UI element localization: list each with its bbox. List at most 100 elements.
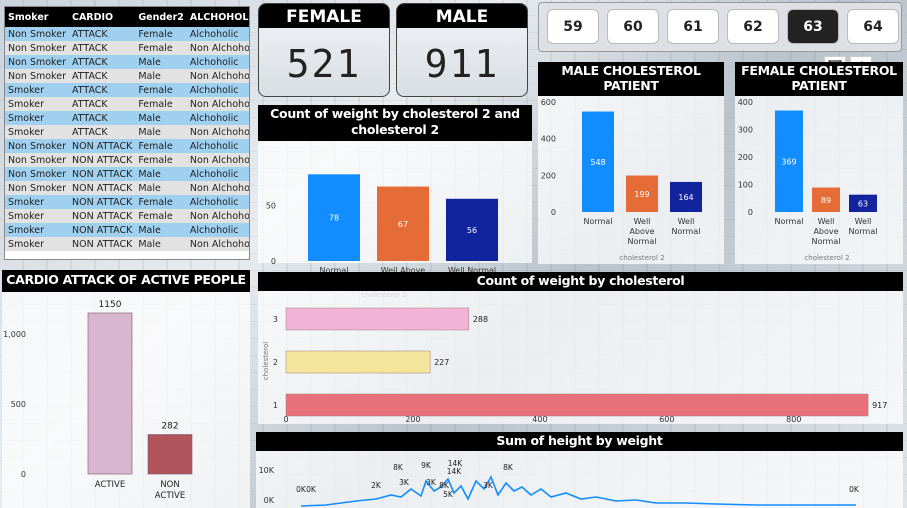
table-cell: Male bbox=[135, 167, 187, 181]
table-row[interactable]: Non Smoker ATTACK Male Non Alchoholi bbox=[5, 69, 250, 83]
chart6-svg: 0K10K0K 0K 2K8K3K9K3K 8K5K14K14K3K8K0K bbox=[256, 451, 903, 508]
category-label: Normal bbox=[775, 217, 804, 226]
table-cell: Non Alchoholi bbox=[187, 209, 250, 223]
table-cell: Alchoholic bbox=[187, 167, 250, 181]
chart4-title: CARDIO ATTACK OF ACTIVE PEOPLE bbox=[2, 270, 250, 292]
table-row[interactable]: Smoker ATTACK Female Non Alchoholi bbox=[5, 97, 250, 111]
table-row[interactable]: Smoker ATTACK Male Alchoholic bbox=[5, 111, 250, 125]
y-tick-label: 200 bbox=[738, 153, 753, 162]
table-row[interactable]: Non Smoker ATTACK Female Non Alchoholi bbox=[5, 41, 250, 55]
table-cell: ATTACK bbox=[69, 97, 135, 111]
table-row[interactable]: Non Smoker NON ATTACK Female Non Alchoholi bbox=[5, 153, 250, 167]
data-label: 548 bbox=[590, 158, 605, 167]
table-row[interactable]: Non Smoker ATTACK Female Alchoholic bbox=[5, 27, 250, 41]
table-cell: Female bbox=[135, 139, 187, 153]
column-header-gender[interactable]: Gender2 bbox=[135, 7, 187, 27]
slicer-option-61[interactable]: 61 bbox=[667, 9, 719, 44]
x-tick-label: 600 bbox=[659, 415, 674, 424]
line-data-label: 14K bbox=[447, 467, 463, 476]
category-label: 3 bbox=[273, 315, 278, 324]
table-cell: Smoker bbox=[5, 223, 69, 237]
weight-slicer[interactable]: 59 60 61 62 63 64 bbox=[538, 2, 902, 52]
y-tick-label: 600 bbox=[541, 98, 556, 107]
line-series[interactable] bbox=[301, 477, 856, 506]
category-label: Well Normal bbox=[849, 217, 878, 236]
data-label: 78 bbox=[329, 214, 339, 223]
data-label: 164 bbox=[678, 193, 693, 202]
slicer-option-62[interactable]: 62 bbox=[727, 9, 779, 44]
table-cell: NON ATTACK bbox=[69, 195, 135, 209]
table-cell: ATTACK bbox=[69, 83, 135, 97]
female-card-label: FEMALE bbox=[259, 4, 389, 28]
x-axis-title: cholesterol 2 bbox=[619, 254, 664, 262]
category-label: Normal bbox=[584, 217, 613, 226]
y-tick-label: 0K bbox=[264, 496, 275, 505]
table-cell: ATTACK bbox=[69, 111, 135, 125]
chart-male-cholesterol: MALE CHOLESTEROL PATIENT 0 200 400 600 548 No… bbox=[538, 62, 724, 264]
bar-cholesterol-3[interactable] bbox=[286, 308, 469, 330]
table-cell: Female bbox=[135, 195, 187, 209]
category-label: NON ACTIVE bbox=[155, 480, 186, 501]
y-tick-label: 300 bbox=[738, 126, 753, 135]
line-data-label: 8K bbox=[439, 481, 450, 490]
line-data-label: 0K bbox=[849, 485, 860, 494]
slicer-option-60[interactable]: 60 bbox=[607, 9, 659, 44]
data-label: 67 bbox=[398, 220, 408, 229]
y-tick-label: 0 bbox=[21, 470, 26, 479]
data-label: 1150 bbox=[99, 300, 122, 310]
chart2-title: MALE CHOLESTEROL PATIENT bbox=[538, 62, 724, 96]
line-data-label: 14K bbox=[448, 459, 464, 468]
table-row[interactable]: Smoker NON ATTACK Male Non Alchoholi bbox=[5, 237, 250, 251]
slicer-option-63[interactable]: 63 bbox=[787, 9, 839, 44]
data-label: 199 bbox=[634, 190, 649, 199]
y-tick-label: 100 bbox=[738, 181, 753, 190]
x-tick-label: 0 bbox=[283, 415, 288, 424]
category-label: 2 bbox=[273, 358, 278, 367]
table-cell: Non Alchoholi bbox=[187, 41, 250, 55]
line-data-label: 2K bbox=[371, 481, 382, 490]
table-cell: Female bbox=[135, 209, 187, 223]
table-cell: Male bbox=[135, 111, 187, 125]
table-row[interactable]: Smoker NON ATTACK Female Alchoholic bbox=[5, 195, 250, 209]
table-cell: Alchoholic bbox=[187, 223, 250, 237]
table-cell: Non Smoker bbox=[5, 167, 69, 181]
table-cell: NON ATTACK bbox=[69, 209, 135, 223]
line-data-label: 0K bbox=[306, 485, 317, 494]
chart-female-cholesterol: FEMALE CHOLESTEROL PATIENT 0 100 200 300 400… bbox=[735, 62, 903, 264]
bar-cholesterol-1[interactable] bbox=[286, 394, 868, 416]
table-cell: Alchoholic bbox=[187, 27, 250, 41]
bar-cholesterol-2[interactable] bbox=[286, 351, 430, 373]
table-row[interactable]: Non Smoker NON ATTACK Male Alchoholic bbox=[5, 167, 250, 181]
table-cell: Female bbox=[135, 83, 187, 97]
table-cell: NON ATTACK bbox=[69, 237, 135, 251]
y-tick-label: 0 bbox=[271, 257, 276, 266]
table-row[interactable]: Smoker NON ATTACK Male Alchoholic bbox=[5, 223, 250, 237]
slicer-option-59[interactable]: 59 bbox=[547, 9, 599, 44]
line-data-label: 3K bbox=[483, 481, 494, 490]
column-header-alchoholer[interactable]: ALCHOHOLER bbox=[187, 7, 250, 27]
table-row[interactable]: Smoker ATTACK Female Alchoholic bbox=[5, 83, 250, 97]
table-cell: Female bbox=[135, 97, 187, 111]
slicer-option-64[interactable]: 64 bbox=[847, 9, 899, 44]
table-cell: Non Alchoholi bbox=[187, 181, 250, 195]
bar-active[interactable] bbox=[88, 313, 132, 474]
y-tick-label: 1,000 bbox=[3, 330, 26, 339]
table-cell: Female bbox=[135, 27, 187, 41]
table-row[interactable]: Non Smoker NON ATTACK Male Non Alchoholi bbox=[5, 181, 250, 195]
column-header-smoker[interactable]: Smoker bbox=[5, 7, 69, 27]
category-label: ACTIVE bbox=[95, 480, 126, 490]
chart3-title: FEMALE CHOLESTEROL PATIENT bbox=[735, 62, 903, 96]
bar-non-active[interactable] bbox=[148, 435, 192, 474]
chart-cardio-active: CARDIO ATTACK OF ACTIVE PEOPLE 0 500 1,000… bbox=[2, 270, 250, 508]
table-row[interactable]: Non Smoker NON ATTACK Female Alchoholic bbox=[5, 139, 250, 153]
table-cell: NON ATTACK bbox=[69, 223, 135, 237]
column-header-cardio[interactable]: CARDIO bbox=[69, 7, 135, 27]
table-cell: NON ATTACK bbox=[69, 167, 135, 181]
table-cell: Non Smoker bbox=[5, 153, 69, 167]
patients-table[interactable]: Smoker CARDIO Gender2 ALCHOHOLER Non Smo… bbox=[4, 6, 250, 260]
y-tick-label: 0 bbox=[748, 208, 753, 217]
y-tick-label: 400 bbox=[738, 98, 753, 107]
table-row[interactable]: Non Smoker ATTACK Male Alchoholic bbox=[5, 55, 250, 69]
table-row[interactable]: Smoker NON ATTACK Female Non Alchoholi bbox=[5, 209, 250, 223]
table-row[interactable]: Smoker ATTACK Male Non Alchoholi bbox=[5, 125, 250, 139]
